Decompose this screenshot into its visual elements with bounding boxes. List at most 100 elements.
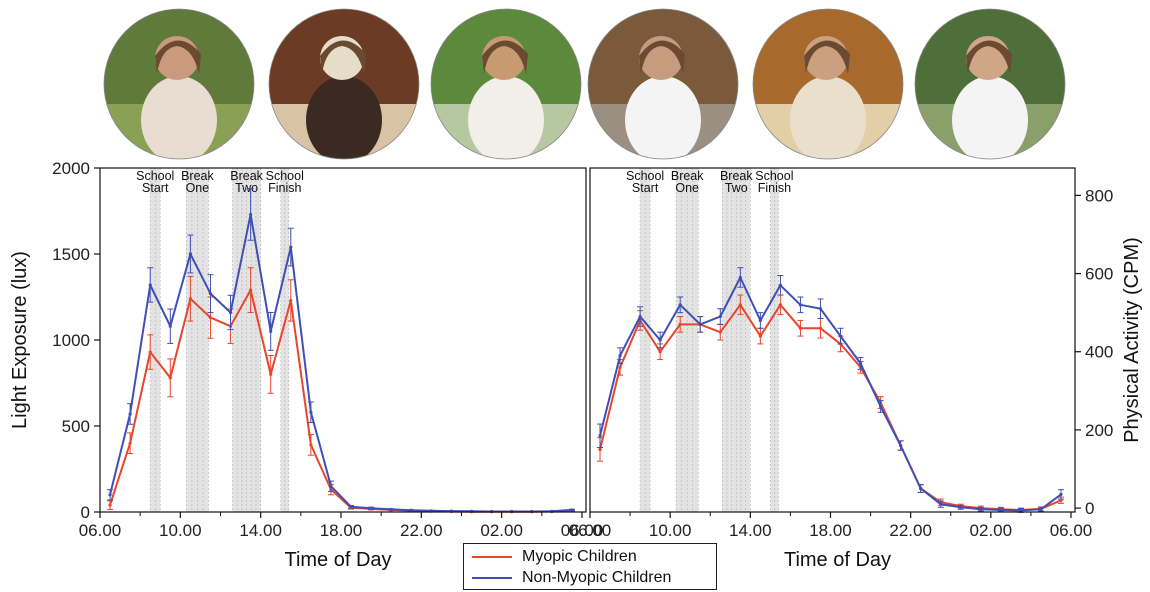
activity-point-myopic	[618, 365, 622, 369]
light-x-axis-title: Time of Day	[284, 549, 391, 571]
activity-point-myopic	[758, 334, 762, 338]
activity-point-myopic	[798, 326, 803, 330]
activity-point-non-myopic	[798, 303, 803, 307]
activity-y-tick-label: 0	[1085, 499, 1094, 518]
legend: Myopic Children Non-Myopic Children	[463, 543, 717, 590]
activity-band-label: Two	[725, 181, 748, 195]
activity-point-myopic	[678, 322, 682, 326]
light-point-non-myopic	[570, 508, 574, 512]
light-point-non-myopic	[168, 324, 172, 328]
girl-squatting-in-garden-photo	[587, 8, 739, 160]
light-band-label: Start	[142, 181, 169, 195]
activity-band-label: School	[626, 169, 664, 183]
light-x-tick-label: 02.00	[480, 521, 523, 540]
activity-y-axis-title: Physical Activity (CPM)	[1121, 237, 1143, 443]
light-point-non-myopic	[108, 493, 112, 497]
girl-smiling-at-piano-photo	[752, 8, 904, 160]
light-point-myopic	[168, 376, 172, 380]
light-y-tick-label: 1500	[52, 245, 90, 264]
activity-x-tick-label: 06.00	[569, 521, 612, 540]
light-panel: SchoolStartBreakOneBreakTwoSchoolFinish0…	[9, 159, 603, 571]
activity-point-non-myopic	[718, 314, 722, 319]
activity-point-non-myopic	[999, 508, 1003, 512]
activity-point-non-myopic	[1039, 507, 1043, 511]
light-line-myopic	[109, 289, 572, 513]
light-y-tick-label: 0	[81, 503, 90, 522]
activity-point-myopic	[818, 326, 823, 330]
activity-point-myopic	[778, 303, 782, 307]
activity-band-label: Finish	[758, 181, 791, 195]
activity-x-tick-label: 10.00	[649, 521, 692, 540]
activity-point-myopic	[738, 303, 742, 307]
activity-point-non-myopic	[899, 443, 903, 448]
activity-point-non-myopic	[979, 507, 983, 511]
activity-x-tick-label: 22.00	[889, 521, 932, 540]
activity-line-myopic	[599, 303, 1062, 511]
activity-y-tick-label: 400	[1085, 343, 1113, 362]
activity-point-non-myopic	[919, 486, 923, 491]
activity-point-non-myopic	[738, 275, 742, 280]
activity-y-tick-label: 600	[1085, 265, 1113, 284]
legend-swatch-non-myopic	[472, 577, 512, 579]
light-band-label: School	[266, 169, 304, 183]
light-point-non-myopic	[369, 506, 373, 510]
activity-point-non-myopic	[878, 404, 883, 409]
light-point-non-myopic	[309, 410, 313, 414]
light-x-tick-label: 06.00	[79, 521, 122, 540]
light-x-tick-label: 14.00	[239, 521, 282, 540]
activity-point-non-myopic	[678, 303, 682, 307]
light-point-non-myopic	[249, 212, 253, 217]
activity-band-label: Start	[632, 181, 659, 195]
activity-panel: SchoolStartBreakOneBreakTwoSchoolFinish0…	[569, 167, 1143, 571]
activity-point-non-myopic	[939, 502, 943, 506]
light-y-tick-label: 500	[62, 417, 90, 436]
light-point-non-myopic	[208, 291, 213, 296]
light-point-non-myopic	[289, 245, 293, 249]
light-point-non-myopic	[349, 505, 353, 509]
light-point-myopic	[188, 297, 192, 301]
light-point-myopic	[148, 350, 152, 354]
activity-x-axis-title: Time of Day	[784, 549, 891, 571]
legend-label-non-myopic: Non-Myopic Children	[522, 569, 672, 586]
light-point-non-myopic	[148, 283, 152, 287]
activity-point-non-myopic	[1059, 492, 1063, 497]
light-point-non-myopic	[409, 508, 413, 512]
activity-band-label: School	[755, 169, 793, 183]
light-point-non-myopic	[188, 252, 192, 256]
girl-playing-piano-photo	[268, 8, 420, 160]
legend-label-myopic: Myopic Children	[522, 548, 637, 565]
light-band-label: Break	[181, 169, 214, 183]
light-point-non-myopic	[228, 310, 233, 315]
activity-x-tick-label: 18.00	[809, 521, 852, 540]
activity-x-tick-label: 02.00	[970, 521, 1013, 540]
light-point-myopic	[208, 316, 213, 320]
activity-y-tick-label: 800	[1085, 186, 1113, 205]
light-point-myopic	[108, 503, 112, 507]
legend-swatch-myopic	[472, 556, 512, 558]
light-frame	[99, 167, 587, 513]
activity-band-label: Break	[720, 169, 753, 183]
legend-item-myopic: Myopic Children	[472, 547, 637, 567]
activity-point-non-myopic	[1019, 508, 1023, 513]
light-point-non-myopic	[329, 484, 333, 488]
girl-stretching-arms-outdoors-photo	[103, 8, 255, 160]
activity-y-tick-label: 200	[1085, 421, 1113, 440]
light-point-myopic	[309, 443, 313, 447]
light-point-non-myopic	[269, 329, 273, 333]
light-x-tick-label: 18.00	[320, 521, 363, 540]
light-point-myopic	[289, 298, 293, 303]
girl-crouching-on-lawn-photo	[430, 8, 582, 160]
activity-point-myopic	[658, 350, 662, 354]
activity-frame	[589, 167, 1076, 513]
light-x-tick-label: 06.00	[561, 521, 604, 540]
activity-band-label: One	[675, 181, 699, 195]
light-band-label: Finish	[268, 181, 301, 195]
activity-x-tick-label: 14.00	[729, 521, 772, 540]
light-y-axis-title: Light Exposure (lux)	[9, 251, 31, 429]
activity-point-myopic	[718, 330, 722, 334]
light-point-myopic	[269, 372, 273, 376]
activity-point-non-myopic	[818, 307, 823, 311]
activity-point-non-myopic	[658, 338, 662, 342]
girl-dancing-outdoors-photo	[914, 8, 1066, 160]
